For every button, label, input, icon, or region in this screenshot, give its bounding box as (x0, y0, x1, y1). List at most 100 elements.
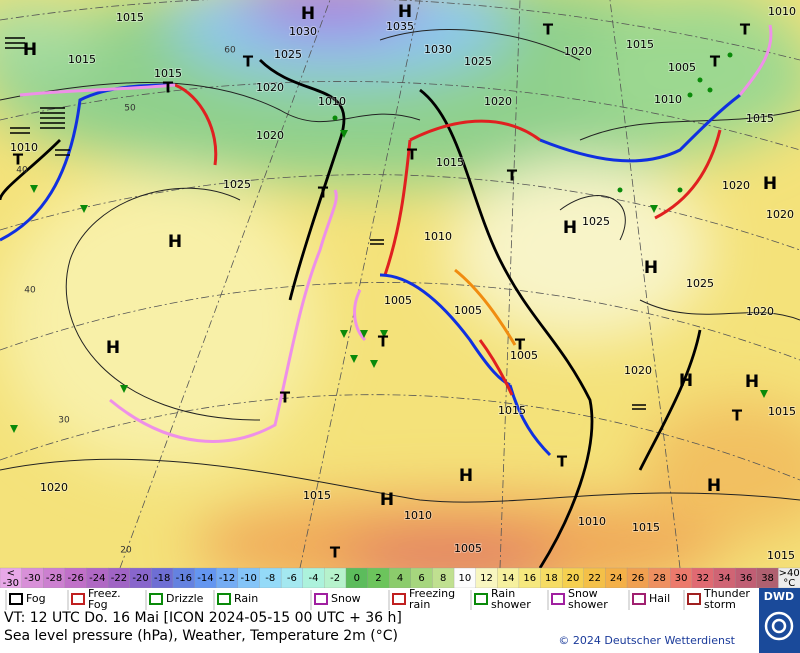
high-pressure-center: H (679, 371, 693, 391)
map-labels: 1015 1030 1035 1025 1030 1025 1020 1015 1005 1010… (9, 2, 797, 563)
scale-label: 20 (567, 573, 580, 584)
legend-label: Snow (331, 592, 361, 605)
isobar-label: 1015 (632, 521, 660, 534)
isobar-label: 1020 (484, 95, 512, 108)
thunderstorm-marker: T (557, 453, 568, 471)
copyright: © 2024 Deutscher Wetterdienst (558, 634, 735, 647)
legend-icon (474, 593, 488, 605)
isobar-label: 1030 (424, 43, 452, 56)
isobar-label: 1005 (668, 61, 696, 74)
high-pressure-center: H (707, 476, 721, 496)
high-pressure-center: H (745, 372, 759, 392)
color-scale: <-30 -30 -28 -26 -24 -22 -20 -18 -16 -14 -12 -10 -8-… (0, 567, 800, 589)
isobar-label: 1020 (746, 305, 774, 318)
legend-label: Rain (491, 587, 515, 600)
legend-label: Freez. (88, 587, 121, 600)
isobar-label: 1010 (768, 5, 796, 18)
latitude-label: 20 (120, 546, 132, 556)
legend-label: shower (568, 598, 608, 611)
thunderstorm-marker: T (280, 389, 291, 407)
isobar-label: 1015 (436, 156, 464, 169)
isobar-label: 1010 (318, 95, 346, 108)
high-pressure-center: H (644, 258, 658, 278)
scale-label: 4 (397, 573, 403, 584)
thunderstorm-marker: T (163, 79, 174, 97)
scale-label: 34 (718, 573, 731, 584)
scale-label: -22 (111, 573, 127, 584)
legend-icon (9, 593, 23, 605)
temperature-field (0, 0, 800, 568)
scale-label: -6 (287, 573, 297, 584)
isobar-label: 1015 (498, 404, 526, 417)
isobar-label: 1025 (274, 48, 302, 61)
thunderstorm-marker: T (732, 407, 743, 425)
scale-label: -8 (265, 573, 275, 584)
isobar-label: 1025 (582, 215, 610, 228)
isobar-label: 1020 (564, 45, 592, 58)
isobar-label: 1015 (303, 489, 331, 502)
scale-label: -30 (3, 578, 19, 589)
scale-label: 18 (545, 573, 558, 584)
isobar-label: 1005 (384, 294, 412, 307)
isobar-label: 1020 (256, 81, 284, 94)
scale-label: 36 (740, 573, 753, 584)
latitude-label: 50 (124, 104, 136, 114)
scale-label: 6 (418, 573, 424, 584)
scale-label: -20 (132, 573, 148, 584)
thunderstorm-marker: T (378, 333, 389, 351)
legend-bar (0, 588, 800, 610)
map: 1015 1030 1035 1025 1030 1025 1020 1015 1005 1010… (0, 0, 800, 568)
legend-label: Rain (234, 592, 258, 605)
scale-label: 32 (696, 573, 709, 584)
thunderstorm-marker: T (515, 336, 526, 354)
isobar-label: 1025 (223, 178, 251, 191)
scale-label: 30 (675, 573, 688, 584)
thunderstorm-marker: T (507, 167, 518, 185)
scale-label: -14 (197, 573, 213, 584)
thunderstorm-marker: T (330, 544, 341, 562)
isobar-label: 1035 (386, 20, 414, 33)
high-pressure-center: H (23, 40, 37, 60)
scale-label: 14 (502, 573, 515, 584)
scale-label: >40 (779, 568, 800, 579)
high-pressure-center: H (301, 4, 315, 24)
scale-label: 22 (588, 573, 601, 584)
logo: DWD (764, 590, 794, 603)
high-pressure-center: H (380, 490, 394, 510)
legend-icon (392, 593, 406, 605)
isobar-label: 1010 (404, 509, 432, 522)
scale-label: 24 (610, 573, 623, 584)
legend-icon (632, 593, 646, 605)
graticule (0, 0, 800, 568)
legend-label: Fog (26, 592, 46, 605)
legend-icon (687, 593, 701, 605)
isobar-label: 1005 (510, 349, 538, 362)
thunderstorm-marker: T (318, 184, 329, 202)
latitude-label: 40 (16, 166, 28, 176)
isobar-label: 1025 (686, 277, 714, 290)
isobars (0, 29, 800, 503)
description: Sea level pressure (hPa), Weather, Tempe… (4, 628, 398, 644)
legend-label: Freezing (409, 587, 455, 600)
thunderstorm-marker: T (407, 146, 418, 164)
logo-swirl (764, 611, 794, 641)
latitude-label: 30 (58, 416, 70, 426)
scale-label: < (7, 568, 15, 579)
scale-label: -16 (176, 573, 192, 584)
fronts (0, 24, 773, 457)
isobar-label: 1020 (40, 481, 68, 494)
isobar-label: 1010 (10, 141, 38, 154)
thunderstorm-marker: T (13, 151, 24, 169)
isobar-label: 1010 (654, 93, 682, 106)
legend-label: Fog (88, 598, 108, 611)
scale-label: 8 (440, 573, 446, 584)
logo-swirl (771, 618, 787, 634)
weather-legend: Fog Freez.Fog Drizzle Rain Snow FreezingrainR… (5, 587, 750, 611)
scale-label: 26 (631, 573, 644, 584)
legend-icon (149, 593, 163, 605)
scale-label: -10 (240, 573, 256, 584)
high-pressure-center: H (168, 232, 182, 252)
scale-label: -4 (309, 573, 319, 584)
scale-label: -26 (68, 573, 84, 584)
legend-label: Thunder (703, 587, 750, 600)
